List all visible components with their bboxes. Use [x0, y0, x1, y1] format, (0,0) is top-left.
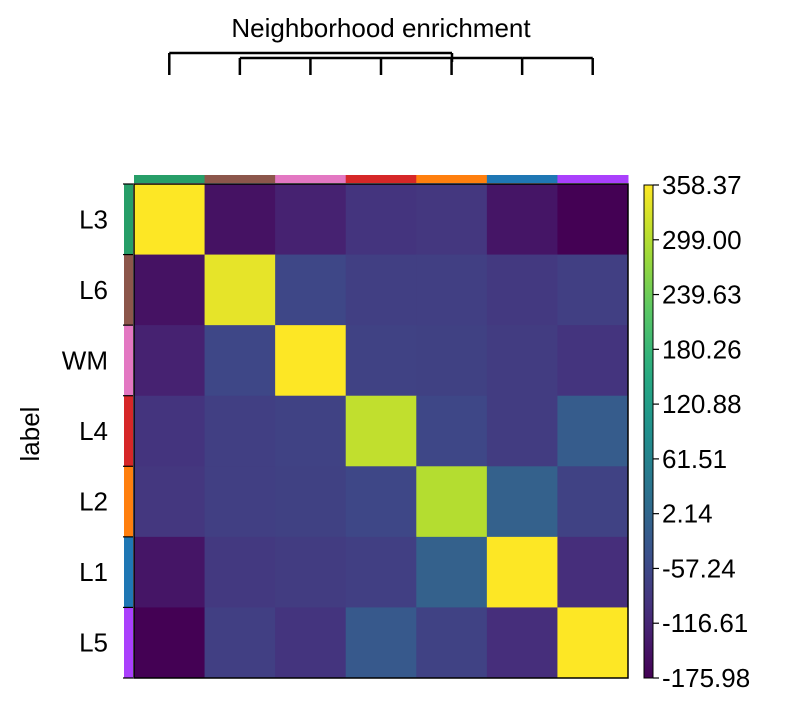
colorbar-tick-label: -175.98 [662, 663, 750, 693]
heatmap-cell [486, 395, 558, 467]
column-category-swatch [345, 175, 417, 183]
heatmap-cell [275, 395, 347, 467]
heatmap-cell [557, 254, 629, 326]
heatmap-frame [133, 183, 629, 679]
row-category-swatch [124, 325, 133, 397]
heatmap-cell [557, 536, 629, 608]
colorbar-tick-label: -57.24 [662, 553, 736, 583]
row-labels: L3 L6 WM L4 L2 L1 L5 [62, 204, 108, 657]
heatmap-cell [557, 184, 629, 256]
heatmap-cell [275, 325, 347, 397]
heatmap-cell [275, 184, 347, 256]
heatmap-cell [345, 254, 417, 326]
y-axis-label: label [15, 407, 45, 462]
heatmap-cell [204, 536, 276, 608]
colorbar-tick-label: 61.51 [662, 444, 727, 474]
heatmap-cell [134, 466, 206, 538]
column-category-bar [134, 175, 629, 183]
heatmap-cell [557, 607, 629, 679]
heatmap-cell [416, 184, 488, 256]
column-category-swatch [134, 175, 206, 183]
colorbar: 358.37 299.00 239.63 180.26 120.88 61.51 2.14 -… [643, 170, 750, 693]
row-label: WM [62, 345, 108, 375]
colorbar-tick-label: -116.61 [662, 608, 748, 638]
colorbar-tick-label: 180.26 [662, 334, 742, 364]
column-category-swatch [275, 175, 347, 183]
row-category-bar [123, 183, 133, 679]
heatmap-cell [275, 466, 347, 538]
colorbar-tick-label: 358.37 [662, 170, 742, 200]
heatmap-cell [416, 325, 488, 397]
heatmap-cell [204, 607, 276, 679]
heatmap-cell [204, 395, 276, 467]
row-label: L3 [79, 204, 108, 234]
column-category-swatch [416, 175, 488, 183]
heatmap-cell [134, 325, 206, 397]
heatmap-cell [345, 395, 417, 467]
row-category-swatch [124, 607, 133, 679]
row-category-swatch [124, 536, 133, 608]
heatmap-cell [486, 607, 558, 679]
heatmap-cell [204, 466, 276, 538]
heatmap-cell [134, 254, 206, 326]
heatmap-cell [345, 466, 417, 538]
heatmap-cell [345, 184, 417, 256]
heatmap-cell [275, 607, 347, 679]
colorbar-tick-label: 120.88 [662, 389, 742, 419]
row-label: L1 [79, 557, 108, 587]
row-category-swatch [124, 395, 133, 467]
row-label: L6 [79, 275, 108, 305]
column-category-swatch [204, 175, 276, 183]
row-label: L5 [79, 628, 108, 658]
row-label: L2 [79, 487, 108, 517]
heatmap-cell [275, 536, 347, 608]
column-dendrogram [168, 51, 594, 75]
heatmap-cell [416, 254, 488, 326]
column-category-swatch [486, 175, 558, 183]
heatmap-cell [557, 325, 629, 397]
heatmap-cell [345, 325, 417, 397]
heatmap-cell [134, 536, 206, 608]
heatmap-cell [416, 395, 488, 467]
heatmap-cell [204, 325, 276, 397]
colorbar-tick-label: 239.63 [662, 280, 742, 310]
heatmap-cell [486, 184, 558, 256]
heatmap-cell [345, 536, 417, 608]
row-category-swatch [124, 184, 133, 256]
chart-title: Neighborhood enrichment [231, 13, 531, 43]
heatmap-cell [486, 536, 558, 608]
heatmap-cell [275, 254, 347, 326]
heatmap-cell [204, 254, 276, 326]
heatmap-cell [486, 466, 558, 538]
heatmap-cell [486, 254, 558, 326]
column-category-swatch [557, 175, 629, 183]
heatmap-cell [486, 325, 558, 397]
heatmap-cell [557, 466, 629, 538]
colorbar-gradient-bar [643, 184, 654, 679]
colorbar-tick-label: 2.14 [662, 499, 713, 529]
heatmap-cell [416, 466, 488, 538]
row-category-swatch [124, 254, 133, 326]
heatmap-cell [204, 184, 276, 256]
heatmap-cell [134, 395, 206, 467]
heatmap-cell [416, 536, 488, 608]
heatmap-cell [134, 184, 206, 256]
colorbar-tick-label: 299.00 [662, 225, 742, 255]
heatmap-cell [345, 607, 417, 679]
heatmap-cell [416, 607, 488, 679]
heatmap-cell [134, 607, 206, 679]
heatmap-cells [134, 184, 629, 679]
heatmap-cell [557, 395, 629, 467]
row-category-swatch [124, 466, 133, 538]
row-label: L4 [79, 416, 108, 446]
